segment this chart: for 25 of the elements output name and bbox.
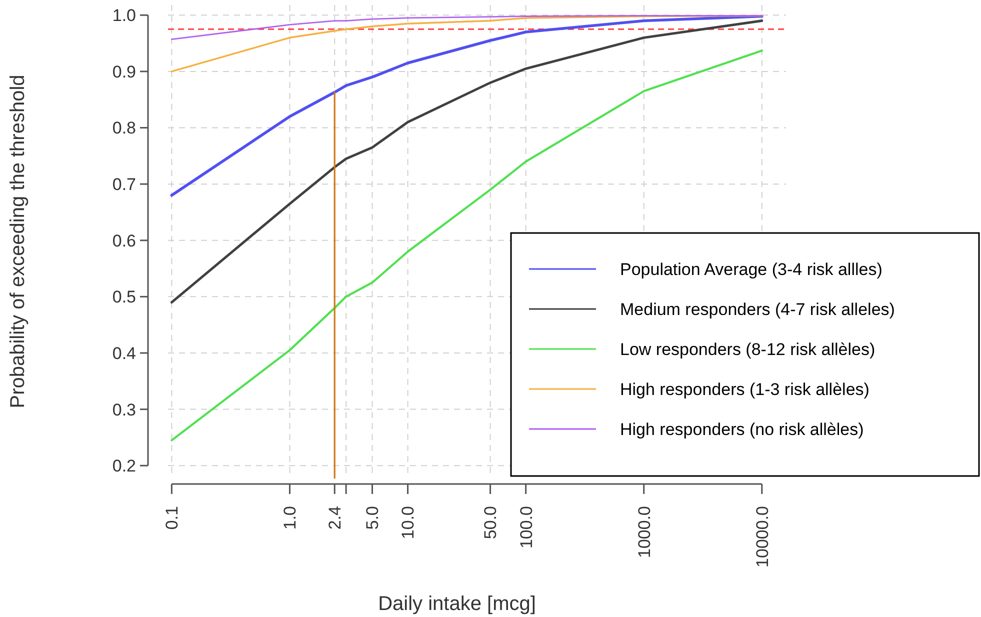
x-tick-label: 10.0 — [398, 506, 418, 540]
y-tick-label: 1.0 — [112, 6, 136, 26]
legend-label: High responders (no risk allèles) — [620, 420, 864, 439]
x-tick-label: 10000.0 — [752, 506, 772, 568]
y-tick-label: 0.9 — [112, 62, 136, 82]
legend-label: Low responders (8-12 risk allèles) — [620, 340, 876, 359]
x-tick-label: 50.0 — [481, 506, 500, 540]
legend-label: Medium responders (4-7 risk alleles) — [620, 300, 895, 319]
x-tick-label: 1000.0 — [634, 506, 654, 558]
y-tick-label: 0.4 — [112, 344, 136, 363]
y-tick-label: 0.2 — [112, 456, 136, 476]
y-tick-label: 0.6 — [112, 231, 136, 250]
y-tick-label: 0.3 — [112, 400, 136, 420]
y-tick-label: 0.5 — [112, 288, 136, 307]
y-tick-label: 0.7 — [112, 175, 136, 194]
x-tick-label: 0.1 — [162, 506, 182, 530]
legend-label: High responders (1-3 risk allèles) — [620, 380, 870, 399]
x-tick-label: 100.0 — [516, 506, 536, 549]
y-tick-label: 0.8 — [112, 118, 136, 138]
x-axis-title: Daily intake [mcg] — [378, 593, 536, 615]
x-tick-label: 2.4 — [326, 506, 345, 530]
legend-label: Population Average (3-4 risk allles) — [620, 260, 882, 279]
y-axis-title: Probability of exceeding the threshold — [7, 74, 29, 408]
x-tick-label: 5.0 — [363, 506, 382, 530]
x-tick-label: 1.0 — [280, 506, 300, 530]
